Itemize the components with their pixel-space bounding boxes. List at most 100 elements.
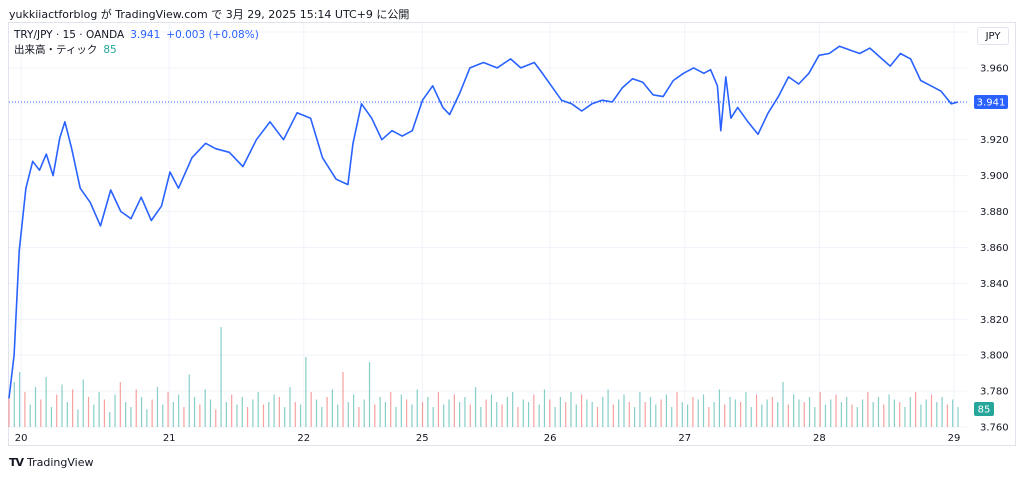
x-tick-label: 26 — [544, 433, 557, 444]
volume-bar — [766, 399, 768, 427]
volume-bar — [284, 407, 286, 427]
volume-bar — [310, 392, 312, 427]
volume-bar — [655, 404, 657, 427]
volume-bar — [840, 402, 842, 427]
y-tick-label: 3.840 — [980, 279, 1009, 290]
volume-bar — [729, 397, 731, 427]
volume-bar — [946, 404, 948, 427]
volume-bar — [676, 392, 678, 427]
chart-grid — [9, 23, 967, 428]
volume-bar — [734, 399, 736, 427]
volume-bar — [596, 407, 599, 427]
volume-bar — [846, 397, 848, 427]
volume-bar — [326, 397, 328, 427]
volume-bar — [877, 397, 880, 427]
volume-bar — [146, 409, 148, 427]
volume-bars — [8, 327, 959, 427]
volume-bar — [331, 389, 334, 427]
volume-bar — [750, 407, 752, 427]
volume-bar — [549, 399, 551, 427]
volume-bar — [925, 399, 927, 427]
volume-bar — [718, 389, 721, 427]
volume-bar — [406, 399, 408, 427]
volume-bar — [437, 392, 440, 427]
volume-bar — [480, 407, 482, 427]
volume-bar — [151, 399, 153, 427]
volume-bar — [538, 404, 540, 427]
volume-bar — [872, 402, 874, 427]
volume-bar — [278, 397, 280, 427]
x-tick-label: 28 — [813, 433, 826, 444]
symbol-legend[interactable]: TRY/JPY · 15 · OANDA 3.941 +0.003 (+0.08%) — [14, 29, 259, 41]
volume-bar — [930, 394, 933, 427]
volume-bar — [957, 407, 959, 427]
y-tick-label: 3.920 — [980, 135, 1009, 146]
volume-bar — [114, 394, 116, 427]
volume-bar — [19, 372, 21, 427]
volume-bar — [315, 399, 318, 427]
volume-bar — [252, 399, 254, 427]
volume-bar — [485, 399, 487, 427]
volume-bar — [299, 404, 302, 427]
volume-bar — [660, 399, 662, 427]
volume-bar — [687, 404, 689, 427]
volume-bar — [262, 404, 265, 427]
volume-bar — [347, 402, 349, 427]
volume-bar — [893, 399, 895, 427]
volume-bar — [575, 404, 577, 427]
volume-bar — [400, 394, 402, 427]
x-tick-label: 25 — [416, 433, 429, 444]
volume-bar — [50, 407, 53, 427]
tradingview-brand[interactable]: TV TradingView — [9, 456, 94, 469]
volume-bar — [639, 392, 641, 427]
tradingview-logo-icon: TV — [9, 456, 24, 469]
volume-bar — [559, 397, 561, 427]
volume-bar — [119, 382, 121, 427]
last-price-badge-label: 3.941 — [977, 98, 1006, 109]
y-tick-label: 3.760 — [980, 423, 1009, 434]
volume-bar — [777, 402, 779, 427]
volume-bar — [506, 397, 508, 427]
volume-bar — [920, 404, 922, 427]
volume-bar — [231, 394, 233, 427]
symbol-label[interactable]: TRY/JPY · 15 · OANDA — [14, 29, 125, 41]
volume-bar — [8, 397, 10, 427]
volume-bar — [612, 404, 614, 427]
volume-bar — [469, 404, 471, 427]
volume-bar — [209, 399, 212, 427]
volume-bar — [342, 372, 344, 427]
volume-bar — [591, 402, 593, 427]
x-tick-label: 21 — [163, 433, 176, 444]
volume-bar — [289, 387, 291, 427]
x-axis-ticks: 20 21 22 25 26 27 28 29 — [15, 433, 961, 444]
volume-bar — [517, 407, 519, 427]
volume-bar — [193, 397, 196, 427]
volume-bar — [204, 389, 206, 427]
last-volume-badge — [974, 402, 994, 416]
volume-bar — [246, 407, 249, 427]
volume-bar — [61, 384, 63, 427]
volume-label[interactable]: 出来高・ティック — [14, 44, 98, 56]
volume-bar — [103, 399, 106, 427]
volume-bar — [56, 394, 58, 427]
volume-bar — [421, 402, 424, 427]
volume-bar — [77, 409, 79, 427]
volume-bar — [883, 404, 885, 427]
volume-bar — [628, 402, 630, 427]
volume-bar — [533, 394, 535, 427]
y-tick-label: 3.960 — [980, 63, 1009, 74]
volume-bar — [24, 392, 26, 427]
price-change-value: +0.003 (+0.08%) — [166, 29, 259, 41]
x-tick-label: 29 — [948, 433, 961, 444]
volume-bar — [671, 407, 673, 427]
volume-bar — [172, 402, 174, 427]
volume-legend[interactable]: 出来高・ティック 85 — [14, 42, 117, 57]
volume-bar — [321, 407, 323, 427]
volume-bar — [374, 404, 376, 427]
volume-bar — [427, 397, 429, 427]
currency-button[interactable]: JPY — [977, 27, 1009, 45]
volume-bar — [861, 399, 864, 427]
volume-bar — [13, 382, 15, 427]
volume-bar — [618, 399, 620, 427]
